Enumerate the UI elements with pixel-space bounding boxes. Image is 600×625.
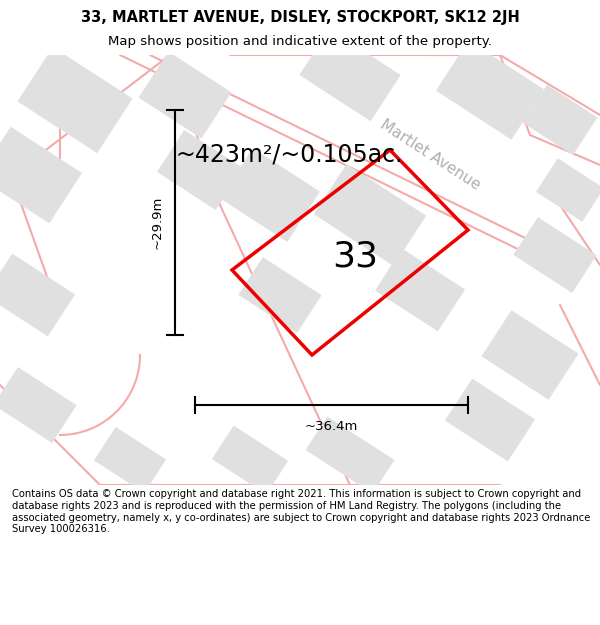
Text: ~36.4m: ~36.4m (305, 421, 358, 434)
Polygon shape (375, 249, 465, 331)
Polygon shape (0, 367, 77, 443)
Polygon shape (0, 127, 82, 223)
Text: Map shows position and indicative extent of the property.: Map shows position and indicative extent… (108, 35, 492, 48)
Polygon shape (305, 416, 394, 494)
Polygon shape (523, 85, 598, 155)
Text: Contains OS data © Crown copyright and database right 2021. This information is : Contains OS data © Crown copyright and d… (12, 489, 590, 534)
Polygon shape (212, 426, 288, 494)
Text: ~29.9m: ~29.9m (151, 196, 163, 249)
Text: 33: 33 (332, 239, 379, 273)
Text: 33, MARTLET AVENUE, DISLEY, STOCKPORT, SK12 2JH: 33, MARTLET AVENUE, DISLEY, STOCKPORT, S… (80, 10, 520, 25)
Polygon shape (514, 217, 596, 293)
Polygon shape (314, 164, 426, 266)
Polygon shape (139, 51, 232, 139)
Polygon shape (445, 379, 535, 461)
Polygon shape (238, 257, 322, 333)
Polygon shape (436, 41, 544, 139)
Polygon shape (157, 130, 243, 210)
Polygon shape (94, 427, 166, 493)
Text: ~423m²/~0.105ac.: ~423m²/~0.105ac. (175, 143, 403, 167)
Polygon shape (299, 29, 401, 121)
Text: Martlet Avenue: Martlet Avenue (377, 117, 483, 193)
Polygon shape (0, 254, 75, 336)
Polygon shape (220, 148, 320, 242)
Polygon shape (536, 158, 600, 222)
Polygon shape (17, 47, 133, 153)
Polygon shape (481, 310, 578, 400)
